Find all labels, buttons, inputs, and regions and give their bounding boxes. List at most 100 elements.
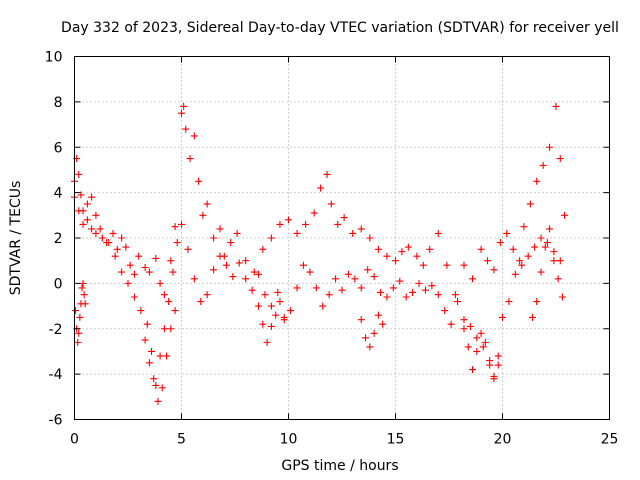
data-point	[396, 277, 404, 285]
y-tick-label: -6	[49, 413, 63, 429]
data-point	[92, 211, 100, 219]
data-point	[528, 313, 536, 321]
data-point	[484, 257, 492, 265]
data-point	[171, 307, 179, 315]
data-point	[332, 275, 340, 283]
x-tick-label: 25	[601, 432, 619, 448]
data-point	[466, 322, 474, 330]
data-point	[276, 298, 284, 306]
y-tick-label: 8	[54, 95, 63, 111]
data-point	[496, 239, 504, 247]
data-point	[145, 268, 153, 276]
y-tick-label: -2	[49, 322, 63, 338]
data-point	[274, 288, 282, 296]
data-point	[428, 282, 436, 290]
data-point	[178, 109, 185, 117]
data-point	[473, 334, 481, 342]
data-point	[80, 291, 88, 299]
y-tick-label: 4	[54, 186, 63, 202]
data-point	[366, 234, 374, 242]
y-tick-label: 0	[54, 276, 63, 292]
data-point	[344, 270, 352, 278]
data-marks	[71, 102, 569, 405]
data-point	[561, 211, 569, 219]
data-point	[190, 132, 198, 140]
data-point	[552, 102, 560, 110]
data-point	[145, 359, 153, 367]
x-tick-label: 10	[280, 432, 298, 448]
data-point	[287, 307, 295, 315]
tick-layer: 0 5 10 15 20 25 -6 -4 -2 0 2 4 6 8 10	[45, 50, 619, 448]
data-point	[319, 302, 327, 310]
series-3	[72, 225, 566, 405]
data-point	[451, 291, 459, 299]
data-point	[349, 229, 357, 237]
data-point	[366, 343, 374, 351]
data-point	[72, 307, 80, 315]
data-point	[203, 291, 211, 299]
data-point	[357, 284, 365, 292]
data-point	[503, 229, 511, 237]
data-point	[327, 200, 335, 208]
chart-title: Day 332 of 2023, Sidereal Day-to-day VTE…	[61, 20, 619, 36]
data-point	[122, 243, 130, 251]
data-point	[118, 268, 126, 276]
data-point	[477, 245, 485, 253]
data-point	[77, 191, 85, 199]
y-axis-label: SDTVAR / TECUs	[8, 181, 24, 296]
data-point	[160, 291, 168, 299]
data-point	[499, 313, 506, 321]
data-point	[197, 298, 205, 306]
data-point	[543, 239, 551, 247]
data-point	[255, 270, 263, 278]
data-point	[443, 261, 451, 269]
series-1	[71, 102, 569, 299]
data-point	[537, 268, 545, 276]
data-point	[111, 252, 119, 260]
y-tick-label: 10	[45, 50, 63, 66]
data-point	[374, 245, 382, 253]
data-point	[556, 155, 564, 163]
data-point	[165, 298, 173, 306]
data-point	[312, 284, 320, 292]
data-point	[259, 245, 267, 253]
data-point	[98, 234, 106, 242]
data-point	[293, 284, 301, 292]
data-point	[130, 293, 138, 301]
data-point	[302, 220, 310, 228]
data-point	[413, 252, 421, 260]
data-point	[242, 275, 250, 283]
data-point	[267, 322, 275, 330]
data-point	[481, 338, 489, 346]
data-point	[141, 336, 149, 344]
data-point	[235, 259, 243, 267]
data-point	[96, 225, 104, 233]
data-point	[415, 279, 423, 287]
data-point	[516, 257, 524, 265]
data-point	[362, 334, 370, 342]
data-point	[374, 311, 382, 319]
data-point	[285, 216, 292, 224]
data-point	[126, 261, 134, 269]
data-point	[88, 225, 96, 233]
x-tick-label: 20	[494, 432, 512, 448]
data-point	[79, 220, 87, 228]
data-point	[143, 320, 151, 328]
data-point	[511, 270, 519, 278]
data-point	[203, 200, 211, 208]
data-point	[494, 352, 502, 360]
data-point	[267, 234, 275, 242]
data-point	[306, 268, 314, 276]
data-point	[88, 193, 96, 201]
data-point	[248, 286, 256, 294]
data-point	[351, 275, 359, 283]
data-point	[323, 170, 331, 178]
data-point	[118, 234, 126, 242]
data-point	[541, 243, 549, 251]
x-tick-label: 15	[387, 432, 405, 448]
data-point	[454, 298, 462, 306]
data-point	[447, 320, 455, 328]
data-point	[113, 245, 121, 253]
data-point	[150, 375, 158, 383]
data-point	[477, 329, 485, 337]
